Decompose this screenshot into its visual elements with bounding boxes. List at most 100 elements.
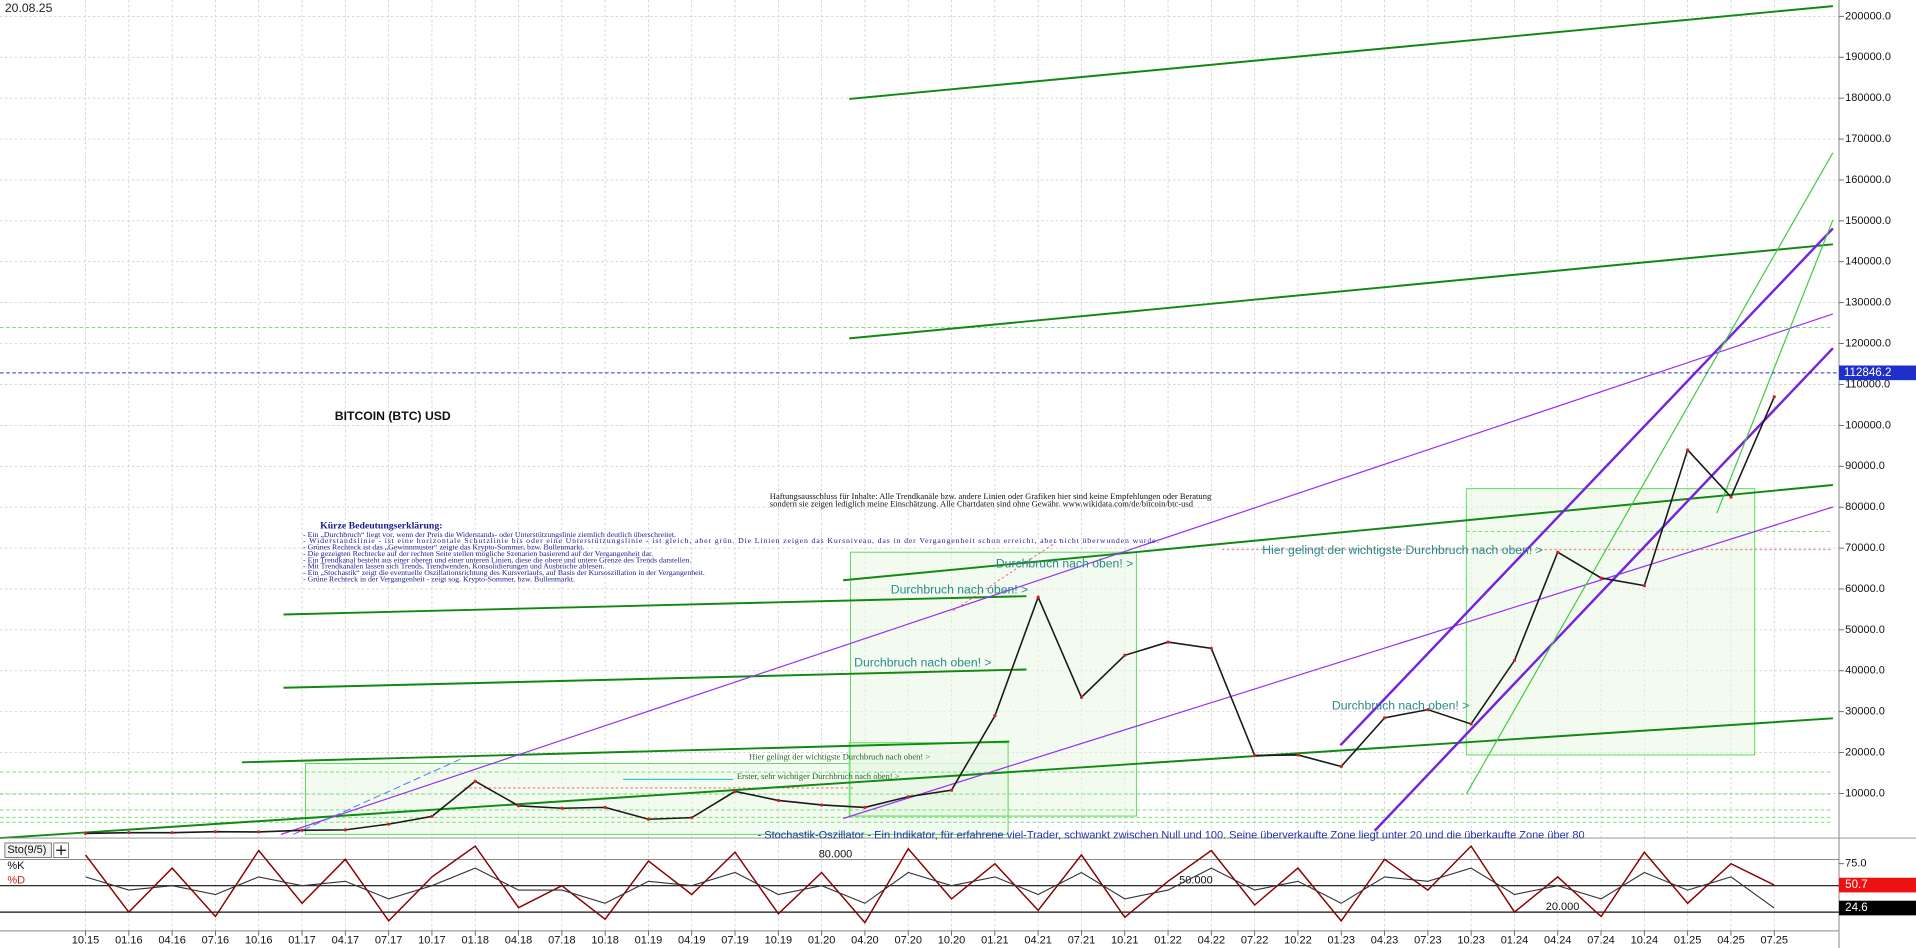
indicator-title: Sto(9/5) <box>7 844 46 856</box>
price-point <box>1599 576 1603 580</box>
channel-line <box>842 506 1834 820</box>
x-tick-label: 07.23 <box>1414 935 1442 947</box>
value-box <box>1839 900 1916 916</box>
price-point <box>820 803 824 807</box>
x-tick-label: 04.20 <box>851 935 879 947</box>
price-point <box>1772 395 1776 399</box>
price-point <box>1382 716 1387 720</box>
x-tick-label: 01.22 <box>1154 935 1182 947</box>
channel-line <box>293 756 465 835</box>
value-box <box>1839 877 1916 893</box>
price-point <box>1729 495 1733 499</box>
price-point <box>863 805 867 809</box>
value-label: 50.7 <box>1845 878 1868 891</box>
price-point <box>387 822 391 826</box>
x-tick-label: 04.18 <box>505 935 533 947</box>
price-point <box>733 789 737 794</box>
legend-line: - Widerstandslinie - ist eine horizontal… <box>303 536 1158 545</box>
x-tick-label: 07.18 <box>548 935 576 947</box>
trend-line <box>241 740 1010 764</box>
y-tick-label: 120000.0 <box>1845 337 1891 349</box>
y-tick-label: 30000.0 <box>1845 706 1885 718</box>
channel-line <box>1373 347 1834 832</box>
price-point <box>1209 646 1213 650</box>
x-tick-label: 04.21 <box>1024 935 1052 947</box>
price-point <box>1253 753 1257 758</box>
x-tick-label: 04.23 <box>1371 935 1399 947</box>
price-point <box>83 831 88 835</box>
x-tick-label: 01.21 <box>981 935 1009 947</box>
x-tick-label: 04.24 <box>1544 935 1572 947</box>
y-tick-label: 20000.0 <box>1845 746 1885 758</box>
zone <box>1465 488 1756 756</box>
price-point <box>603 805 607 809</box>
price-point <box>1036 595 1040 599</box>
add-icon <box>56 845 66 856</box>
annotation: Hier gelingt der wichtigste Durchbruch n… <box>749 751 930 761</box>
trend-line <box>283 668 1027 689</box>
legend-line: - Die gezeigten Rechtecke auf der rechte… <box>303 549 653 558</box>
y-tick-label: 190000.0 <box>1845 51 1891 63</box>
x-tick-label: 01.24 <box>1501 935 1529 947</box>
x-tick-label: 04.22 <box>1198 935 1226 947</box>
annotation: Durchbruch nach oben! > <box>996 557 1133 571</box>
price-point <box>257 830 261 834</box>
chart-title: BITCOIN (BTC) USD <box>335 409 451 423</box>
price-point <box>1642 584 1646 588</box>
price-point <box>1296 753 1300 757</box>
level-label: 50.000 <box>1179 875 1213 887</box>
y-tick-label: 10000.0 <box>1845 787 1885 799</box>
legend-label: %D <box>7 875 25 887</box>
trend-line <box>849 5 1834 100</box>
y-tick-label: 110000.0 <box>1845 378 1890 390</box>
y-tick-label: 50000.0 <box>1845 624 1885 636</box>
plot <box>83 395 1776 835</box>
x-tick-label: 07.20 <box>894 935 922 947</box>
price-point <box>1469 722 1473 726</box>
y-tick-label: 90000.0 <box>1845 460 1885 472</box>
price-point <box>343 828 347 832</box>
indicator-box <box>4 842 52 858</box>
price-point <box>127 831 131 835</box>
x-tick-label: 07.25 <box>1761 935 1789 947</box>
trend-lines <box>0 5 1834 840</box>
y-tick-label: 40000.0 <box>1845 665 1885 677</box>
y-tick-label: 140000.0 <box>1845 256 1891 268</box>
value-label: 24.6 <box>1845 901 1868 914</box>
legend-line: - Ein Trendkanal besteht aus einer obere… <box>303 555 691 564</box>
legend-line: - Grünes Rechteck ist das „Gewinnmuster“… <box>303 543 584 552</box>
price-point <box>560 806 564 810</box>
date-label: 20.08.25 <box>5 1 53 15</box>
oscillator: - Stochastik-Oszillator - Ein Indikator,… <box>0 830 1916 924</box>
price-point <box>1339 764 1343 769</box>
y-tick-label: 130000.0 <box>1845 297 1891 309</box>
x-tick-label: 04.25 <box>1717 935 1745 947</box>
x-tick-label: 07.16 <box>202 935 230 947</box>
annotation: Durchbruch nach oben! > <box>854 656 991 670</box>
price-point <box>1166 640 1170 644</box>
price-point <box>1426 708 1430 712</box>
x-tick-label: 10.19 <box>765 935 793 947</box>
oscillator-note: - Stochastik-Oszillator - Ein Indikator,… <box>758 830 1585 842</box>
disclaimer: sondern sie zeigen lediglich meine Einsc… <box>770 499 1194 509</box>
price-point <box>430 814 434 818</box>
price-point <box>949 788 954 792</box>
x-tick-label: 10.24 <box>1631 935 1659 947</box>
price-point <box>170 831 174 835</box>
x-tick-label: 01.16 <box>115 935 143 947</box>
x-tick-label: 01.20 <box>808 935 836 947</box>
x-tick-label: 04.17 <box>332 935 360 947</box>
legend-line: - Grüne Rechteck in der Vergangenheit - … <box>303 574 575 583</box>
legend-title: Kürze Bedeutungserklärung: <box>320 521 442 532</box>
legend-label: %K <box>7 860 25 872</box>
price-point <box>906 795 910 799</box>
x-tick-label: 10.15 <box>72 935 100 947</box>
x-tick-label: 10.23 <box>1457 935 1485 947</box>
legend-line: - Ein „Stochastik“ zeigt die eventuelle … <box>303 568 705 577</box>
y-tick-label: 70000.0 <box>1845 542 1885 554</box>
price-point <box>993 714 997 718</box>
price-point <box>1079 695 1084 699</box>
channel-line <box>1465 152 1834 795</box>
price-point <box>300 828 304 832</box>
